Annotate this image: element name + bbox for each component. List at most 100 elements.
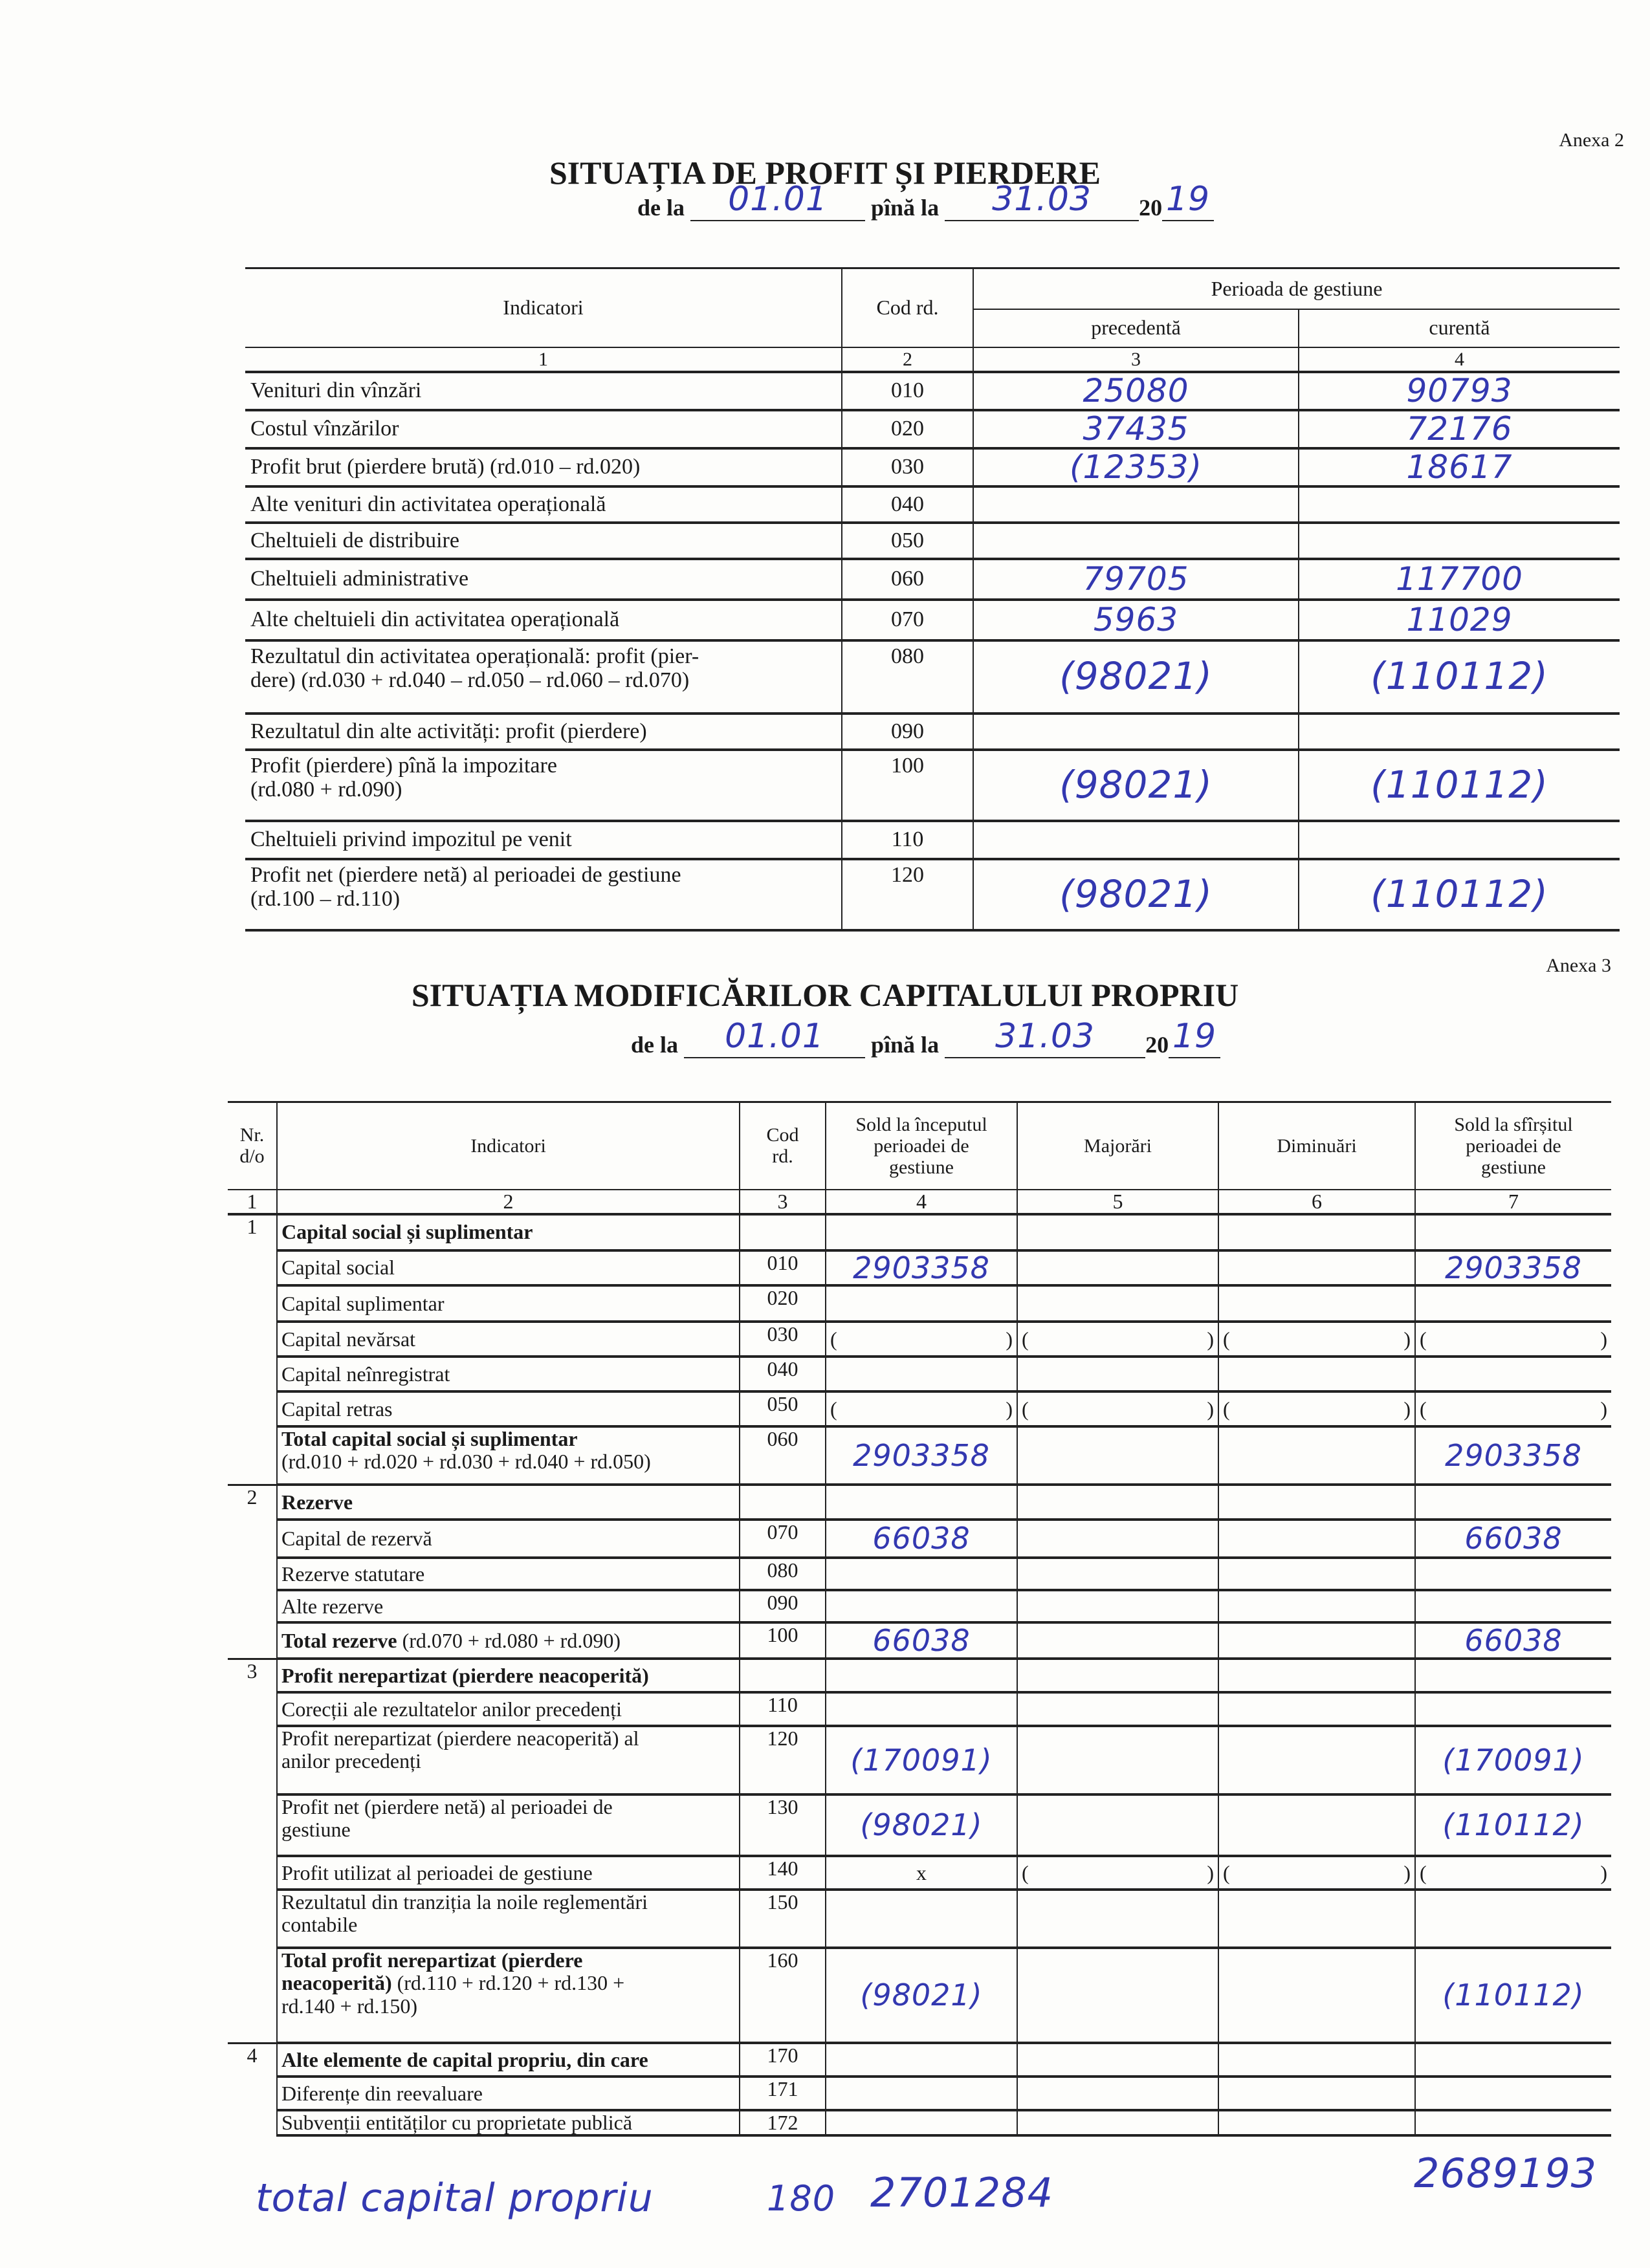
closing-balance-value <box>1414 1356 1611 1393</box>
table-row: 3 Profit nerepartizat (pierdere neacoperi… <box>228 1657 1611 1694</box>
previous-period-value: (98021) <box>973 858 1299 932</box>
row-code <box>739 1213 826 1252</box>
row-code: 140 <box>739 1855 826 1892</box>
row-label: Cheltuieli privind impozitul pe venit <box>245 820 842 860</box>
row-label-text: Profit nerepartizat (pierdere neacoperit… <box>281 1727 639 1773</box>
header-opening: Sold la începutul perioadei de gestiune <box>825 1101 1018 1190</box>
row-label-text: Rezerve statutare <box>281 1562 425 1586</box>
table-row: Cheltuieli privind impozitul pe venit 110 <box>245 820 1620 860</box>
to-label: pînă la <box>871 1032 940 1058</box>
row-label-text: Capital neînregistrat <box>281 1362 450 1386</box>
opening-balance-value <box>825 1484 1018 1521</box>
header-indicators: Indicatori <box>276 1101 740 1190</box>
previous-period-value: 5963 <box>973 598 1299 642</box>
table-row: Profit nerepartizat (pierdere neacoperit… <box>228 1725 1611 1796</box>
header-increases: Majorări <box>1017 1101 1219 1190</box>
previous-period-value: (98021) <box>973 748 1299 822</box>
row-label-text: Capital suplimentar <box>281 1291 445 1315</box>
current-period-value: (110112) <box>1297 748 1620 822</box>
row-code: 120 <box>739 1725 826 1796</box>
closing-balance-value: 66038 <box>1414 1519 1611 1560</box>
row-label: Total rezerve (rd.070 + rd.080 + rd.090) <box>276 1622 740 1661</box>
parentheses-placeholder: () <box>1223 1861 1411 1884</box>
row-label: Total profit nerepartizat (pierdere neac… <box>276 1947 740 2045</box>
closing-balance-value <box>1414 1285 1611 1324</box>
year: 19 <box>1165 180 1211 219</box>
row-label-text: Alte rezerve <box>281 1594 384 1618</box>
decreases-cell: () <box>1218 1855 1416 1892</box>
table-row: Cheltuieli administrative 060 79705 117700 <box>245 558 1620 601</box>
paren-open: ( <box>1022 1397 1029 1421</box>
decreases-value <box>1218 2076 1416 2112</box>
row-label-bold: Total rezerve <box>281 1628 397 1652</box>
table-row: Total rezerve (rd.070 + rd.080 + rd.090)… <box>228 1622 1611 1661</box>
annex-3-label: Anexa 3 <box>1546 955 1611 976</box>
increases-value <box>1017 2076 1219 2112</box>
row-label: Alte venituri din activitatea operaționa… <box>245 485 842 524</box>
row-number <box>228 1322 278 1357</box>
current-period-value <box>1297 712 1620 751</box>
row-number <box>228 1250 278 1286</box>
row-label-text: (rd.010 + rd.020 + rd.030 + rd.040 + rd.… <box>281 1450 651 1474</box>
row-code: 080 <box>739 1557 826 1592</box>
row-number <box>228 1357 278 1392</box>
paren-close: ) <box>1403 1327 1411 1351</box>
increases-value <box>1017 1249 1219 1287</box>
row-label-bold: Capital social și suplimentar <box>281 1220 533 1244</box>
row-label-bold: Profit nerepartizat (pierdere neacoperit… <box>281 1663 649 1687</box>
row-label-text: Rezultatul din tranziția la noile reglem… <box>281 1890 648 1937</box>
current-period-value: (110112) <box>1297 639 1620 715</box>
decreases-value <box>1218 1426 1416 1487</box>
row-number <box>228 1426 278 1485</box>
row-number <box>228 1856 278 1890</box>
to-label: pînă la <box>871 195 940 221</box>
row-number <box>228 1794 278 1857</box>
paren-close: ) <box>1006 1397 1013 1421</box>
row-label: Profit brut (pierdere brută) (rd.010 – r… <box>245 447 842 488</box>
paren-open: ( <box>1420 1327 1427 1351</box>
opening-balance-value: 2903358 <box>825 1426 1018 1487</box>
table-row: Capital de rezervă 070 66038 66038 <box>228 1519 1611 1560</box>
profit-loss-title: SITUAȚIA DE PROFIT ȘI PIERDERE <box>549 155 1101 191</box>
opening-balance-cell: () <box>825 1321 1018 1358</box>
col-number: 1 <box>245 346 842 373</box>
opening-balance-value <box>825 1356 1018 1393</box>
decreases-cell: () <box>1218 1391 1416 1428</box>
opening-balance-value: (98021) <box>825 1947 1018 2045</box>
decreases-value <box>1218 1622 1416 1661</box>
row-label: Rezultatul din alte activități: profit (… <box>245 712 842 751</box>
opening-balance-value <box>825 1285 1018 1324</box>
current-period-value <box>1297 521 1620 560</box>
row-label-text: Capital de rezervă <box>281 1527 432 1551</box>
decreases-value <box>1218 1249 1416 1287</box>
row-code: 110 <box>841 820 974 860</box>
paren-close: ) <box>1006 1327 1013 1351</box>
row-code: 060 <box>739 1426 826 1487</box>
increases-value <box>1017 2110 1219 2137</box>
col-number: 3 <box>739 1188 826 1216</box>
row-number: 4 <box>228 2042 278 2077</box>
parentheses-placeholder: () <box>1022 1327 1214 1351</box>
col-number: 5 <box>1017 1188 1219 1216</box>
current-period-value: (110112) <box>1297 858 1620 932</box>
col-number: 1 <box>228 1188 278 1216</box>
row-code: 160 <box>739 1947 826 2045</box>
table-row: 4 Alte elemente de capital propriu, din c… <box>228 2042 1611 2078</box>
row-code <box>739 1484 826 1521</box>
row-label: Alte elemente de capital propriu, din ca… <box>276 2042 740 2078</box>
paren-open: ( <box>1223 1327 1230 1351</box>
current-period-value <box>1297 485 1620 524</box>
closing-balance-value: (110112) <box>1414 1794 1611 1858</box>
closing-balance-value: 2903358 <box>1414 1426 1611 1487</box>
decreases-cell: () <box>1218 1321 1416 1358</box>
row-label: Capital suplimentar <box>276 1285 740 1324</box>
increases-value <box>1017 1622 1219 1661</box>
paren-open: ( <box>1420 1860 1427 1884</box>
row-number: 1 <box>228 1213 278 1250</box>
row-code: 040 <box>739 1356 826 1393</box>
row-label: Total capital social și suplimentar (rd.… <box>276 1426 740 1487</box>
row-label: Rezerve <box>276 1484 740 1521</box>
row-label: Diferențe din reevaluare <box>276 2076 740 2112</box>
decreases-value <box>1218 1356 1416 1393</box>
closing-balance-value: 66038 <box>1414 1622 1611 1661</box>
